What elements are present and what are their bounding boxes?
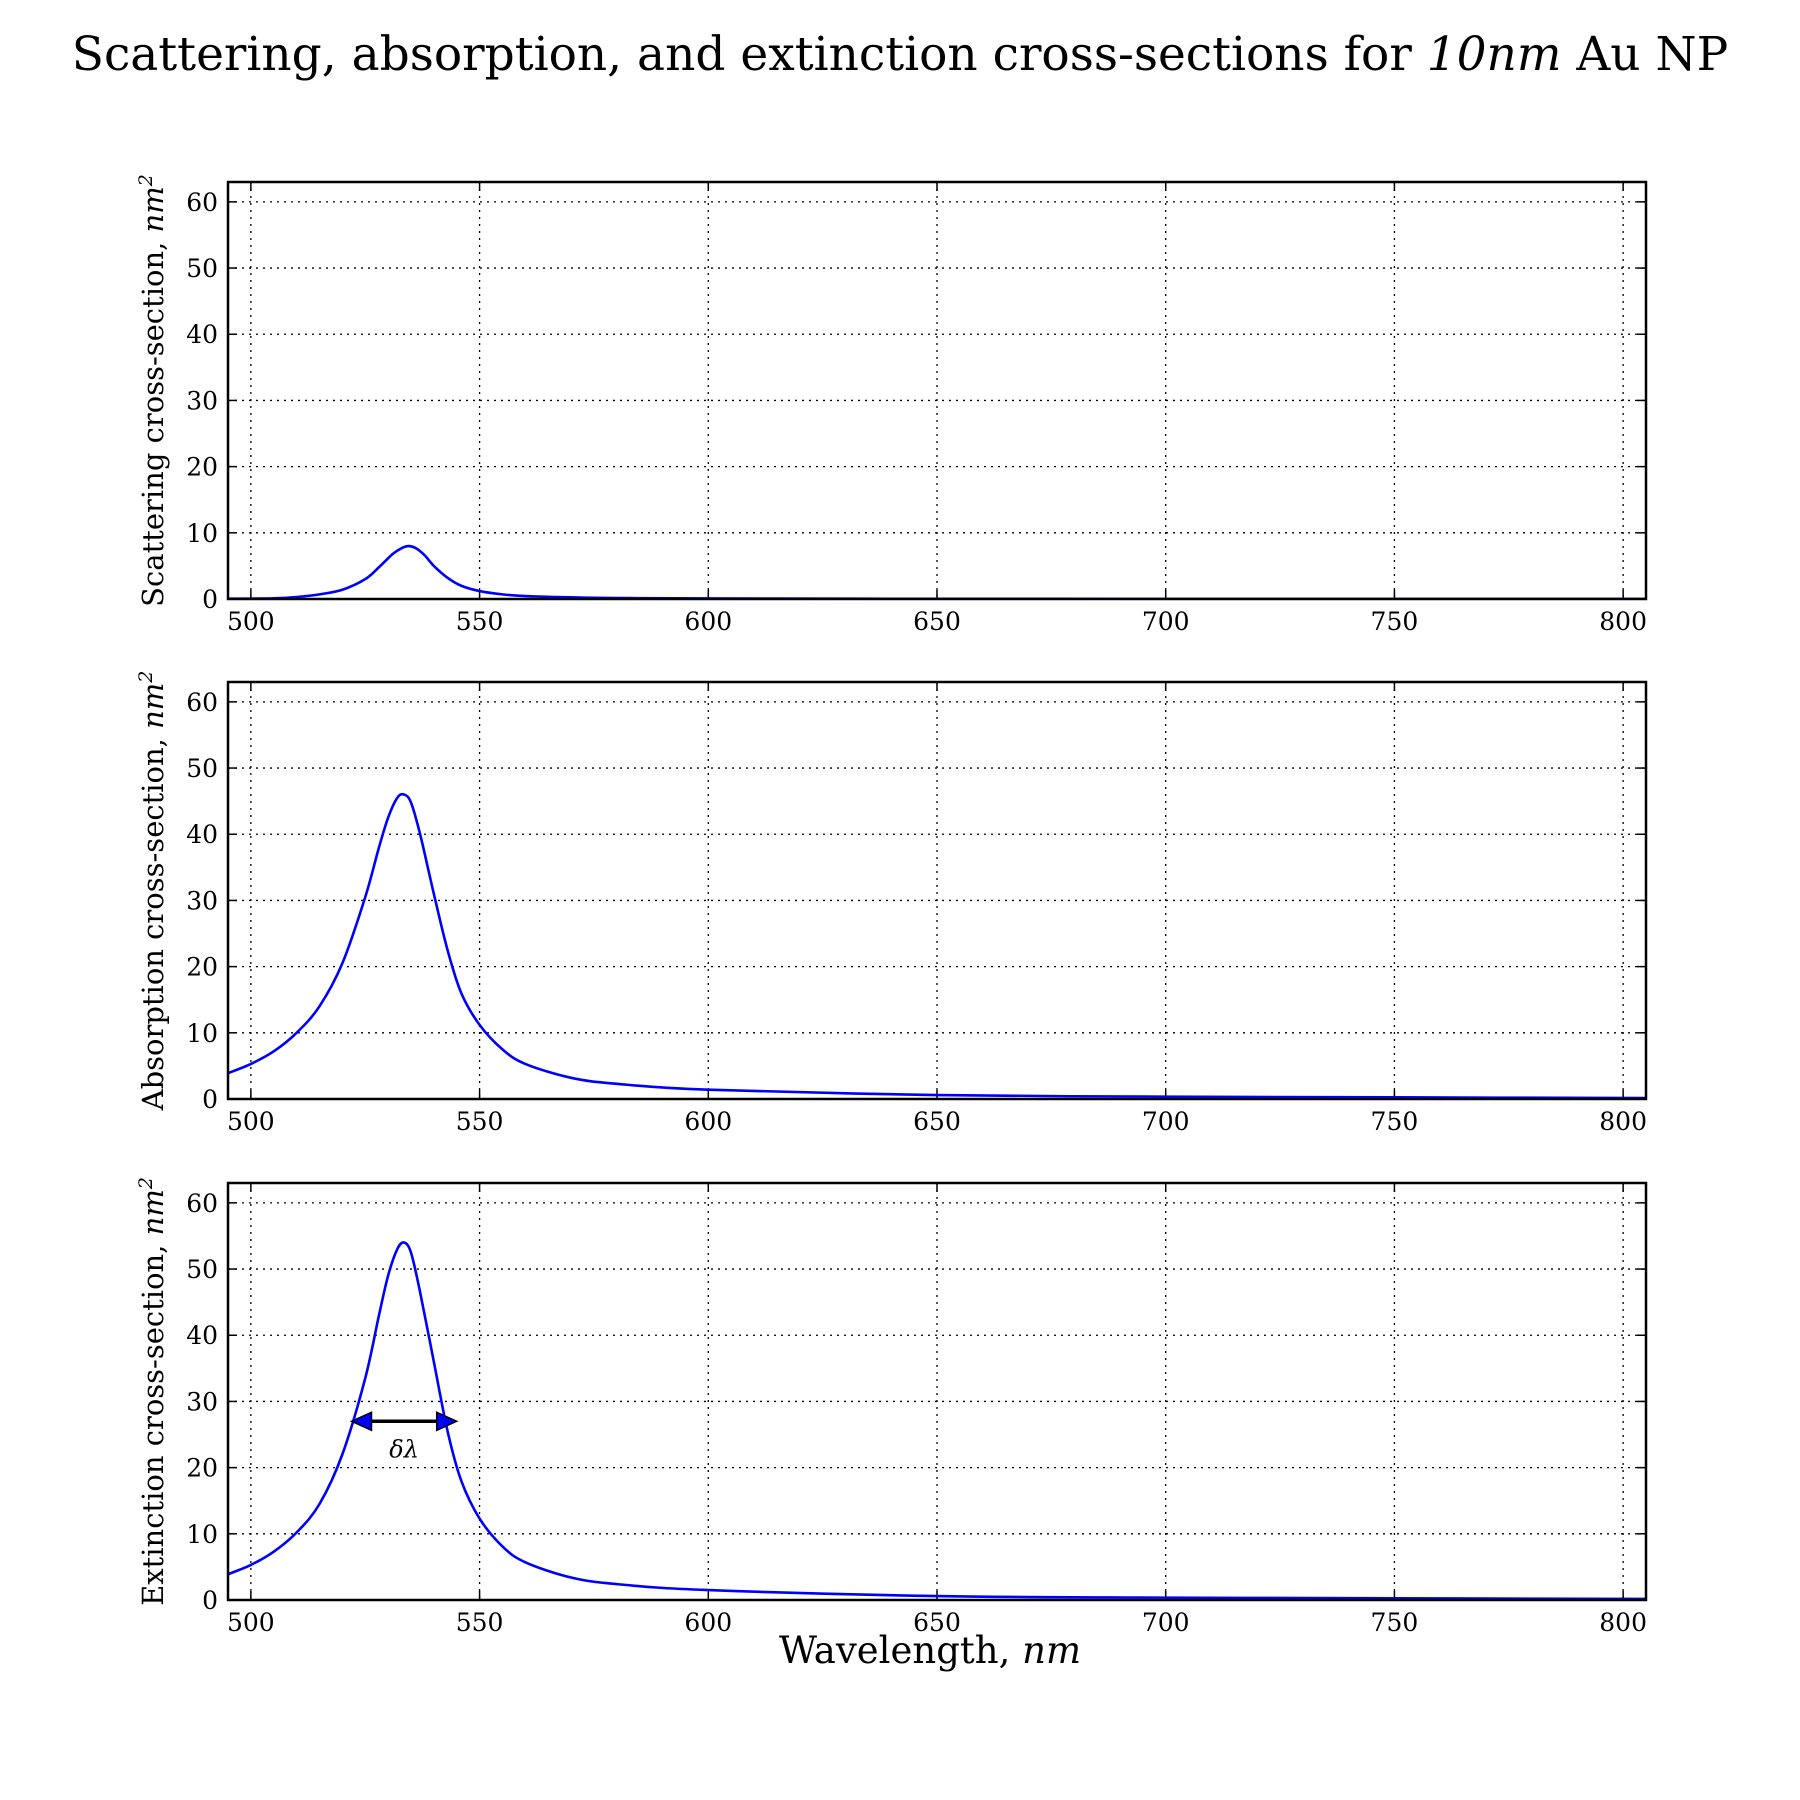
plot-frame <box>226 680 1648 1101</box>
y-tick-label: 30 <box>186 886 218 915</box>
y-tick-label: 20 <box>186 1454 218 1483</box>
y-tick-label: 0 <box>202 585 218 614</box>
y-tick-label: 40 <box>186 820 218 849</box>
chart-panel-3: 500 550 600 650 700 750 800 0 10 20 30 40 50 60 Extinc… <box>135 1177 1648 1637</box>
x-tick-label: 800 <box>1599 1608 1647 1637</box>
x-tick-label: 700 <box>1142 607 1190 636</box>
x-tick-label: 650 <box>913 1608 961 1637</box>
x-tick-label: 800 <box>1599 607 1647 636</box>
x-tick-label: 500 <box>227 1107 275 1136</box>
x-tick-label: 700 <box>1142 1107 1190 1136</box>
y-tick-label: 10 <box>186 519 218 548</box>
y-axis-label-exponent: 2 <box>135 174 157 187</box>
y-tick-label: 30 <box>186 386 218 415</box>
y-tick-label: 50 <box>186 254 218 283</box>
x-tick-label: 700 <box>1142 1608 1190 1637</box>
y-tick-label: 0 <box>202 1586 218 1615</box>
title-main: Scattering, absorption, and extinction c… <box>72 27 1427 82</box>
annotation-arrow-head-right <box>435 1411 459 1432</box>
y-axis-label-unit: nm <box>136 683 170 729</box>
y-axis-label-unit: nm <box>136 1189 170 1235</box>
y-axis-label-exponent: 2 <box>135 1177 157 1190</box>
y-tick-label: 30 <box>186 1387 218 1416</box>
y-tick-label: 20 <box>186 953 218 982</box>
annotation-label: δλ <box>389 1435 419 1463</box>
y-axis-label: Scattering cross-section, nm2 <box>135 174 170 607</box>
chart-panel-1: 500 550 600 650 700 750 800 0 10 20 30 40 50 60 Scatte… <box>135 174 1648 636</box>
y-axis-label: Extinction cross-section, nm2 <box>135 1177 170 1606</box>
chart-panels: 500 550 600 650 700 750 8000102030405060Scatte… <box>135 174 1648 1637</box>
y-tick-label: 50 <box>186 1255 218 1284</box>
y-tick-label: 50 <box>186 754 218 783</box>
x-tick-label: 600 <box>684 1107 732 1136</box>
x-tick-label: 750 <box>1371 607 1419 636</box>
plot-frame <box>226 1181 1648 1602</box>
y-axis-label-unit: nm <box>136 186 170 232</box>
x-tick-label: 650 <box>913 607 961 636</box>
x-tick-label: 500 <box>227 1608 275 1637</box>
y-tick-label: 40 <box>186 1321 218 1350</box>
chart-panel-2: 500 550 600 650 700 750 800 0 10 20 30 40 50 60 Absorp… <box>135 671 1648 1136</box>
x-axis-label-main: Wavelength, <box>779 1629 1022 1672</box>
series-line <box>228 792 1646 1099</box>
x-tick-label: 750 <box>1371 1107 1419 1136</box>
title-math: 10nm <box>1427 27 1562 82</box>
y-axis-label-main: Absorption cross-section, <box>136 729 170 1111</box>
x-axis-label: Wavelength, nm <box>779 1629 1081 1672</box>
y-tick-label: 40 <box>186 320 218 349</box>
y-tick-label: 60 <box>186 1189 218 1218</box>
title-tail: Au NP <box>1561 27 1728 82</box>
y-tick-label: 10 <box>186 1019 218 1048</box>
x-tick-label: 550 <box>456 1107 504 1136</box>
x-tick-label: 550 <box>456 607 504 636</box>
x-tick-label: 750 <box>1371 1608 1419 1637</box>
x-tick-label: 550 <box>456 1608 504 1637</box>
x-tick-label: 600 <box>684 607 732 636</box>
y-tick-label: 20 <box>186 453 218 482</box>
x-tick-label: 500 <box>227 607 275 636</box>
y-tick-label: 60 <box>186 688 218 717</box>
y-tick-label: 10 <box>186 1520 218 1549</box>
annotation-arrow-head-left <box>349 1411 373 1432</box>
y-tick-label: 0 <box>202 1085 218 1114</box>
series-line <box>228 1241 1646 1600</box>
x-tick-label: 650 <box>913 1107 961 1136</box>
plot-frame <box>226 180 1648 601</box>
y-tick-label: 60 <box>186 188 218 217</box>
x-axis-label-unit: nm <box>1022 1629 1081 1672</box>
y-axis-label: Absorption cross-section, nm2 <box>135 671 170 1112</box>
y-axis-label-exponent: 2 <box>135 671 157 684</box>
figure-title: Scattering, absorption, and extinction c… <box>72 27 1729 82</box>
y-axis-label-main: Extinction cross-section, <box>136 1235 170 1606</box>
x-tick-label: 600 <box>684 1608 732 1637</box>
x-tick-label: 800 <box>1599 1107 1647 1136</box>
y-axis-label-main: Scattering cross-section, <box>136 232 170 606</box>
